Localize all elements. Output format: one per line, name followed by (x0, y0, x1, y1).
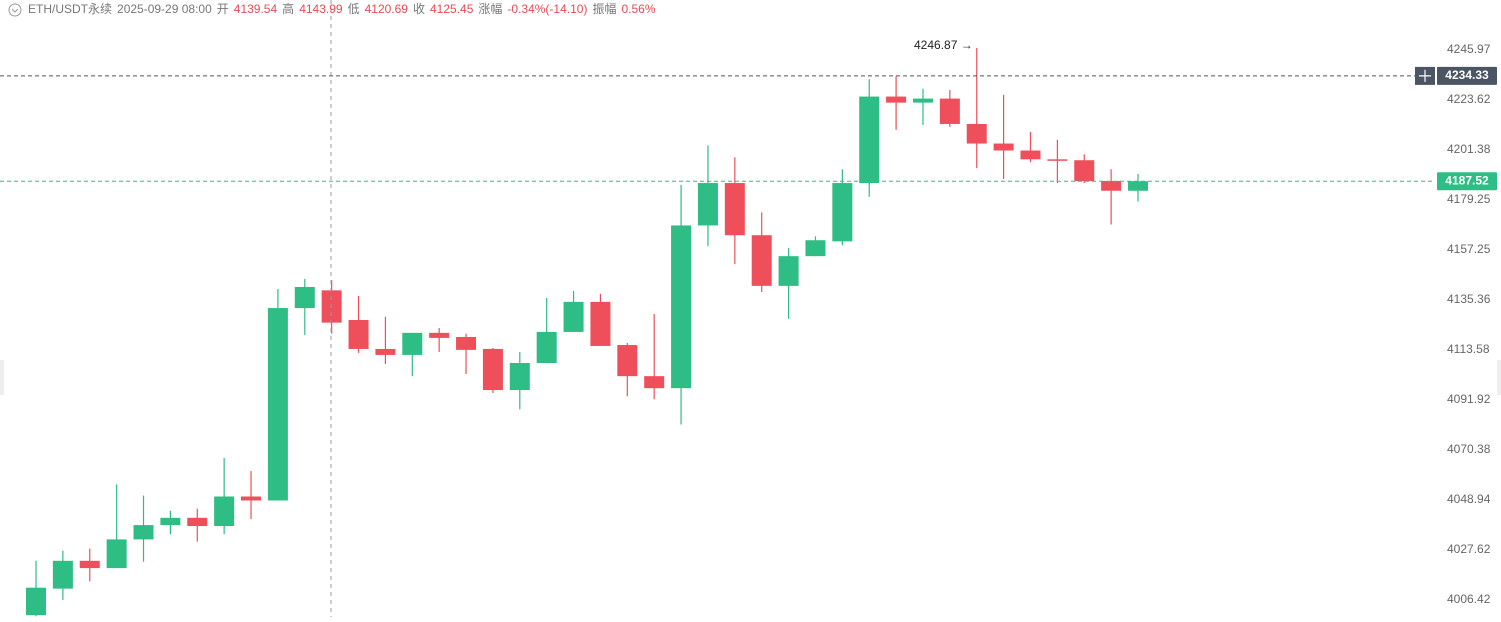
collapse-chevron (11, 8, 19, 13)
header-label: 高 (282, 1, 294, 16)
candle-body (644, 376, 665, 389)
candle-body (294, 286, 315, 309)
last-price-tag (1437, 172, 1497, 191)
candle-body (214, 496, 235, 527)
candle-body (321, 290, 342, 323)
header-label: 低 (348, 2, 360, 16)
candle-body (886, 96, 907, 103)
y-tick-label: 4135.36 (1447, 292, 1491, 306)
candle-body (1101, 181, 1122, 191)
last-price-tag-label: 4187.52 (1445, 173, 1489, 187)
header-value: 4120.69 (365, 2, 409, 16)
candle-body (671, 225, 692, 389)
candle-body (939, 98, 960, 124)
candle-body (590, 301, 611, 346)
y-tick-label: 4245.97 (1447, 42, 1491, 56)
candle-body (133, 525, 154, 540)
candle-body (536, 331, 557, 364)
crosshair-tag (1437, 66, 1497, 85)
candle-body (241, 496, 262, 501)
candle-body (456, 336, 477, 350)
candle-body (106, 539, 127, 569)
header-value: 0.56% (621, 2, 655, 16)
candle-body (563, 301, 584, 332)
header-label: 振幅 (592, 1, 616, 16)
collapse-icon[interactable] (8, 3, 22, 17)
candle-body (375, 348, 396, 355)
right-handle[interactable] (1497, 360, 1501, 395)
header-value: -0.34%(-14.10) (507, 2, 587, 16)
header-label: 涨幅 (478, 1, 502, 16)
candle-body (993, 143, 1014, 151)
y-tick-label: 4179.25 (1447, 192, 1491, 206)
header-value: 4125.45 (430, 2, 474, 16)
candle-body (482, 348, 503, 391)
symbol: ETH/USDT永续 (28, 2, 112, 16)
y-tick-label: 4201.38 (1447, 142, 1491, 156)
candle-body (79, 560, 100, 569)
candle-body (617, 345, 638, 377)
candle-body (751, 235, 772, 286)
candle-body (1128, 181, 1148, 191)
crosshair-tag-label: 4234.33 (1445, 68, 1489, 82)
candle-body (805, 240, 826, 257)
header: ETH/USDT永续 2025-09-29 08:00 开 4139.54 高 4143.… (28, 1, 656, 16)
candle-body (778, 256, 799, 286)
candle-body (509, 363, 530, 391)
candle-body (160, 517, 181, 526)
header-value: 4139.54 (234, 2, 278, 16)
candle-body (832, 183, 853, 242)
header-label: 收 (413, 2, 425, 16)
max-label: 4246.87 → (914, 38, 973, 52)
y-tick-label: 4113.58 (1447, 342, 1490, 356)
y-tick-label: 4006.42 (1447, 592, 1491, 606)
candle-body (1020, 150, 1041, 160)
y-tick-label: 4157.25 (1447, 242, 1491, 256)
y-tick-label: 4048.94 (1447, 492, 1491, 506)
y-tick-label: 4070.38 (1447, 442, 1491, 456)
y-tick-label: 4091.92 (1447, 392, 1491, 406)
candle-body (348, 319, 369, 349)
candle-body (724, 183, 745, 236)
y-tick-label: 4027.62 (1447, 542, 1491, 556)
candle-body (52, 560, 73, 589)
candle-body (1047, 159, 1068, 161)
header-value: 4143.99 (299, 2, 343, 16)
plot (26, 47, 1148, 617)
candle-body (26, 587, 46, 616)
candle-body (429, 332, 450, 338)
header-label: 开 (217, 2, 229, 16)
add-icon (1419, 69, 1431, 82)
candle-body (187, 517, 208, 527)
candle-body (267, 308, 288, 501)
left-handle[interactable] (0, 360, 4, 395)
candle-body (912, 98, 933, 103)
candle-body (859, 96, 880, 184)
candle-body (402, 332, 423, 355)
candle-body (697, 183, 718, 226)
time: 2025-09-29 08:00 (117, 2, 212, 16)
candle-body (966, 123, 987, 144)
candle-body (1074, 160, 1095, 182)
y-tick-label: 4223.62 (1447, 92, 1491, 106)
